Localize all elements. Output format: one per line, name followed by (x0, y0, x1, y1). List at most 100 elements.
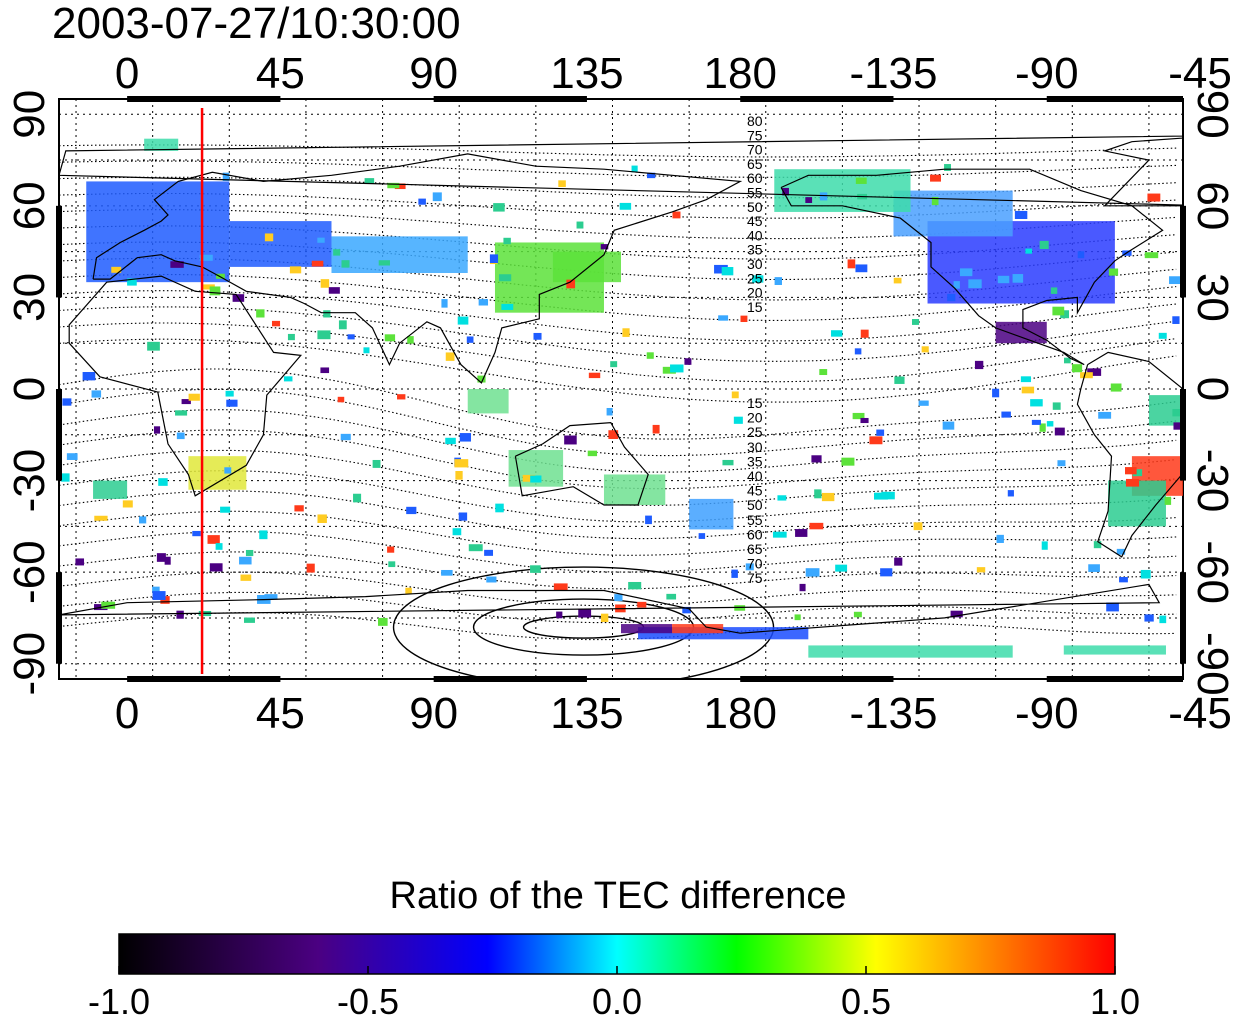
contour-label-north: 40 (747, 227, 763, 243)
tec-data-pixel (530, 475, 542, 483)
frame-bar-bottom (740, 676, 894, 682)
tec-data-pixel (1172, 316, 1180, 324)
top-lon-tick-label: 90 (409, 49, 458, 98)
tec-data-pixel (495, 503, 504, 513)
colorbar-tick-label: 0.5 (841, 981, 891, 1022)
tec-data-pixel (341, 260, 350, 268)
tec-data-pixel (340, 433, 351, 441)
tec-data-pixel (682, 606, 691, 614)
left-latitude-ticks: 90 60 30 0 -30 -60 -90 (5, 90, 54, 696)
coastlines (59, 135, 1183, 634)
tec-data-pixel (811, 455, 822, 463)
tec-data-pixel (847, 259, 856, 269)
tec-data-pixel (578, 608, 592, 618)
top-lon-tick-label: 45 (256, 49, 305, 98)
tec-data-pixel (530, 565, 541, 573)
tec-data-pixel (323, 310, 331, 318)
tec-data-pixel (264, 594, 278, 600)
tec-data-pixel (1052, 306, 1065, 316)
tec-data-pixel (619, 202, 632, 210)
tec-data-pixel (1159, 615, 1167, 624)
tec-data-pixel (968, 279, 982, 289)
tec-data-pixel (175, 410, 188, 416)
tec-data-pixel (799, 583, 806, 592)
left-lat-tick-label: -30 (5, 449, 54, 513)
tec-data-pixel (880, 568, 893, 577)
tec-data-pixel (176, 610, 184, 619)
tec-data-pixel (894, 376, 905, 384)
tec-data-pixel (259, 530, 268, 540)
tec-data-pixel (646, 352, 654, 359)
tec-data-pixel (407, 336, 414, 344)
tec-data-patch (93, 480, 128, 499)
tec-data-pixel (457, 316, 469, 325)
tec-data-pixel (608, 430, 619, 439)
top-lon-tick-label: 0 (115, 49, 139, 98)
tec-data-pixel (944, 164, 951, 171)
right-lat-tick-label: 30 (1188, 273, 1237, 322)
bottom-lon-tick-label: 45 (256, 689, 305, 738)
tec-data-pixel (338, 320, 347, 330)
tec-data-patch (188, 456, 247, 490)
contour-label-south: 75 (747, 570, 763, 586)
tec-data-pixel (1144, 614, 1154, 622)
tec-data-pixel (378, 260, 390, 266)
tec-data-pixel (911, 319, 920, 325)
tec-data-pixel (406, 506, 417, 515)
contour-label-north: 75 (747, 127, 763, 143)
tec-data-pixel (1158, 332, 1167, 339)
tec-data-pixel (378, 617, 388, 626)
tec-data-pixel (1020, 376, 1031, 383)
bottom-lon-tick-label: -90 (1015, 689, 1079, 738)
tec-data-pixel (207, 535, 220, 544)
colorbar: Ratio of the TEC difference -1.0 -0.5 0.0 0… (88, 875, 1140, 1022)
contour-label-north: 35 (747, 242, 763, 258)
tec-data-pixel (1014, 210, 1028, 219)
tec-data-pixel (62, 398, 72, 406)
tec-data-pixel (881, 491, 895, 500)
left-lat-tick-label: 0 (5, 377, 54, 401)
tec-data-pixel (1098, 411, 1112, 419)
tec-data-pixel (264, 233, 274, 242)
tec-data-pixel (1169, 276, 1183, 285)
tec-data-pixel (854, 348, 862, 355)
coastline-outline (514, 421, 649, 506)
tec-data-pixel (931, 196, 939, 206)
tec-data-pixel (718, 315, 729, 321)
magnetic-contour-line (59, 306, 1177, 362)
tec-data-pixel (610, 361, 618, 368)
tec-data-patch (995, 321, 1047, 344)
tec-data-pixel (855, 177, 867, 184)
tec-data-pixel (553, 583, 568, 591)
left-lat-tick-label: -60 (5, 540, 54, 604)
tec-data-pixel (364, 178, 375, 184)
tec-data-pixel (652, 424, 660, 434)
contour-label-south: 25 (747, 424, 763, 440)
magnetic-contour-line (59, 409, 1177, 473)
tec-data-pixel (1046, 421, 1054, 427)
frame-bar-top (740, 96, 894, 102)
tec-data-pixel (225, 390, 234, 397)
tec-data-pixel (347, 334, 355, 340)
tec-data-patch (229, 221, 332, 267)
tec-data-pixel (809, 522, 824, 530)
coastline-outline (780, 168, 1164, 366)
contour-label-south: 35 (747, 453, 763, 469)
tec-data-pixel (455, 470, 463, 480)
tec-data-pixel (976, 567, 986, 573)
tec-data-pixel (1088, 564, 1100, 572)
tec-data-patch (331, 236, 468, 273)
tec-data-pixel (1039, 240, 1049, 250)
tec-data-pixel (1041, 541, 1048, 550)
tec-data-pixel (805, 197, 813, 203)
tec-data-pixel (841, 457, 855, 466)
tec-data-pixel (614, 594, 623, 602)
contour-label-north: 60 (747, 170, 763, 186)
tec-data-pixel (622, 328, 630, 337)
tec-data-pixel (533, 332, 542, 340)
frame-bar-top (433, 96, 587, 102)
tec-data-pixel (224, 467, 232, 474)
tec-data-pixel (1030, 399, 1043, 407)
tec-data-pixel (127, 278, 137, 286)
tec-data-pixel (874, 492, 888, 500)
